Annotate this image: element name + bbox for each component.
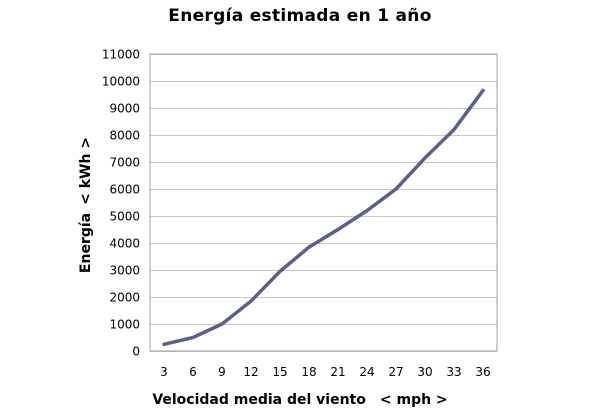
x-axis-unit: < mph >	[379, 392, 448, 408]
gridlines	[150, 54, 497, 352]
x-tick-label: 24	[359, 365, 374, 379]
y-tick-label: 6000	[109, 183, 140, 197]
x-tick-label: 12	[243, 365, 258, 379]
x-tick-label: 3	[160, 365, 168, 379]
y-tick-label: 0	[132, 345, 140, 359]
x-tick-label: 18	[301, 365, 316, 379]
chart-title: Energía estimada en 1 año	[168, 6, 432, 26]
y-tick-label: 11000	[102, 48, 140, 62]
y-tick-label: 3000	[109, 264, 140, 278]
x-tick-label: 9	[218, 365, 226, 379]
plot-area	[149, 53, 498, 352]
y-tick-label: 8000	[109, 129, 140, 143]
y-tick-label: 10000	[102, 75, 140, 89]
y-axis-unit: < kWh >	[78, 136, 94, 205]
x-axis-title: Velocidad media del viento	[152, 392, 366, 408]
series-line	[162, 88, 485, 347]
x-tick-label: 33	[446, 365, 461, 379]
y-tick-label: 7000	[109, 156, 140, 170]
y-axis-title: Energía	[78, 212, 94, 274]
x-tick-label: 21	[330, 365, 345, 379]
x-axis-ticks: 3 6 9 12 15 18 21 24 27 30 33 36	[160, 365, 490, 379]
y-axis-ticks: 0 1000 2000 3000 4000 5000 6000 7000 8000 9000 100…	[102, 48, 140, 359]
y-tick-label: 4000	[109, 237, 140, 251]
x-tick-label: 6	[189, 365, 197, 379]
x-tick-label: 36	[475, 365, 490, 379]
x-tick-label: 15	[272, 365, 287, 379]
y-tick-label: 2000	[109, 291, 140, 305]
y-tick-label: 1000	[109, 318, 140, 332]
x-tick-label: 30	[417, 365, 432, 379]
y-axis-label: Energía < kWh >	[78, 137, 94, 273]
y-tick-label: 9000	[109, 102, 140, 116]
x-axis-label: Velocidad media del viento < mph >	[0, 392, 600, 408]
x-tick-label: 27	[388, 365, 403, 379]
y-tick-label: 5000	[109, 210, 140, 224]
